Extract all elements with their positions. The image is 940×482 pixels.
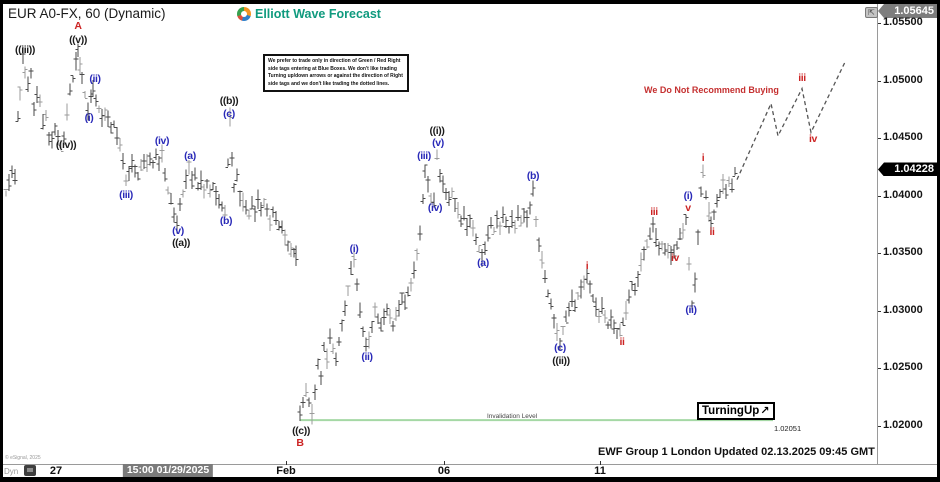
time-tick-label: Feb — [276, 465, 296, 477]
price-tick-mark — [878, 253, 881, 255]
brand-logo: Elliott Wave Forecast — [237, 5, 381, 23]
dynamic-scale-label: Dyn — [4, 467, 19, 476]
price-tick-mark — [878, 80, 881, 82]
time-tick-label: 11 — [594, 465, 606, 477]
time-tick-mark — [444, 461, 445, 465]
price-axis-pane[interactable]: 1.05645 1.04228 1.05500 1.05000 1.04500 1.0… — [878, 4, 937, 464]
time-pane-divider — [3, 464, 937, 465]
esignal-copyright: © eSignal, 2025 — [5, 455, 41, 461]
chart-paper — [3, 4, 937, 477]
price-pane-divider — [877, 4, 878, 464]
time-tick-label: 06 — [437, 465, 451, 477]
ohlc-bars-light — [3, 57, 732, 425]
projection-dashed-line — [736, 61, 846, 180]
time-axis-pane[interactable]: Dyn 27 15:00 01/29/2025 Feb 06 11 — [3, 461, 937, 477]
scale-lock-icon[interactable] — [24, 465, 36, 476]
no-buy-warning: We Do Not Recommend Buying — [644, 85, 779, 95]
price-tick-mark — [878, 195, 881, 197]
elliott-wave-forecast-logo-icon — [237, 7, 251, 21]
time-tick-mark — [286, 461, 287, 465]
price-tick-label: 1.02500 — [883, 361, 923, 374]
expand-arrow-icon: ⇱ — [868, 8, 875, 17]
price-tick-mark — [878, 310, 881, 312]
time-tick-label: 27 — [49, 465, 63, 477]
invalidation-level-label: Invalidation Level — [487, 413, 538, 420]
price-tick-label: 1.05000 — [883, 73, 923, 86]
update-footer-note: EWF Group 1 London Updated 02.13.2025 09… — [596, 446, 877, 458]
price-tick-label: 1.03000 — [883, 303, 923, 316]
time-tick-mark — [600, 461, 601, 465]
price-tick-label: 1.05500 — [883, 16, 923, 28]
ohlc-bars-dark — [6, 43, 738, 422]
trading-disclaimer-note: We prefer to trade only in direction of … — [263, 54, 409, 92]
expand-button[interactable]: ⇱ — [865, 7, 878, 18]
time-cursor-badge: 15:00 01/29/2025 — [122, 464, 214, 477]
brand-name: Elliott Wave Forecast — [255, 7, 381, 21]
price-tick-label: 1.02000 — [883, 419, 923, 431]
invalidation-level-value: 1.02051 — [774, 424, 802, 433]
price-tick-mark — [878, 426, 881, 427]
last-price-badge: 1.04228 — [878, 162, 937, 177]
price-tick-label: 1.04000 — [883, 188, 923, 201]
session-high-price-badge: 1.05645 — [878, 4, 937, 18]
turning-up-signal-badge: TurningUp ↗ — [697, 402, 775, 420]
price-tick-mark — [878, 368, 881, 370]
up-right-arrow-icon: ↗ — [760, 405, 770, 417]
price-tick-mark — [878, 138, 881, 140]
price-tick-label: 1.04500 — [883, 131, 923, 144]
turning-up-label: TurningUp — [702, 404, 760, 417]
price-tick-label: 1.03500 — [883, 246, 923, 259]
price-tick-mark — [878, 23, 881, 24]
chart-title: EUR A0-FX, 60 (Dynamic) — [8, 6, 166, 21]
